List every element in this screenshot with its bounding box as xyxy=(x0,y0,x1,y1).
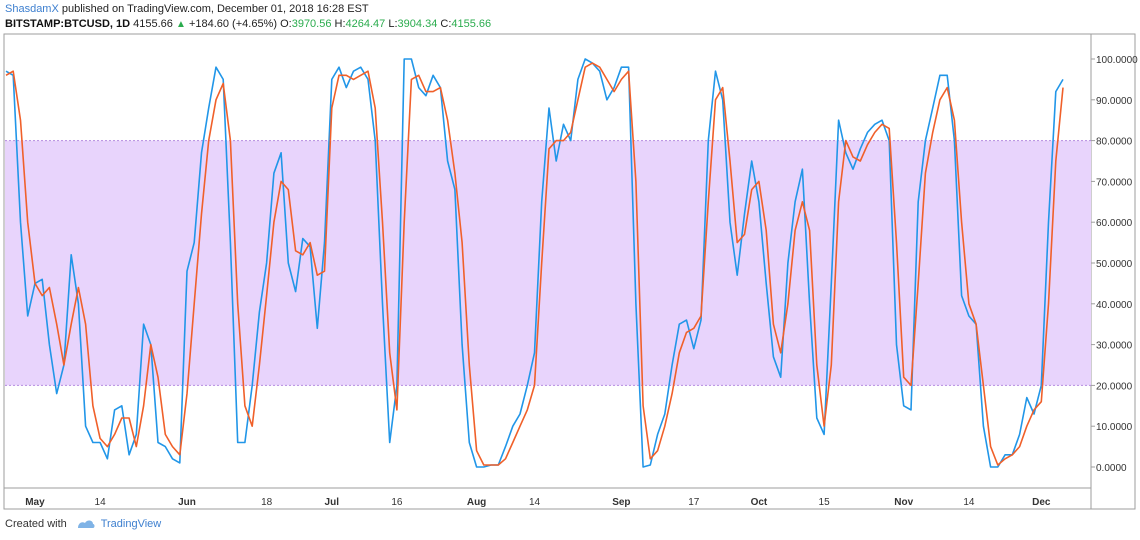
low-value: 3904.34 xyxy=(397,18,438,30)
publish-info: published on TradingView.com, December 0… xyxy=(61,3,369,15)
close-value: 4155.66 xyxy=(451,18,492,30)
created-with-text: Created with xyxy=(5,518,67,530)
x-tick-label: Jul xyxy=(325,497,340,508)
x-tick-label: Jun xyxy=(178,497,196,508)
y-tick-label: 0.0000 xyxy=(1096,463,1127,474)
x-tick-label: Aug xyxy=(467,497,486,508)
ohlc-legend: BITSTAMP:BTCUSD, 1D 4155.66 ▲ +184.60 (+… xyxy=(5,17,1135,32)
up-arrow-icon: ▲ xyxy=(175,19,186,30)
y-tick-label: 30.0000 xyxy=(1096,341,1133,352)
publish-line: ShasdamX published on TradingView.com, D… xyxy=(5,2,1135,17)
x-tick-label: Dec xyxy=(1032,497,1051,508)
x-tick-label: 18 xyxy=(261,497,273,508)
x-tick-label: 17 xyxy=(688,497,700,508)
y-tick-label: 40.0000 xyxy=(1096,300,1133,311)
x-tick-label: 14 xyxy=(95,497,107,508)
y-tick-label: 60.0000 xyxy=(1096,218,1133,229)
tradingview-link[interactable]: TradingView xyxy=(100,518,162,530)
y-tick-label: 50.0000 xyxy=(1096,259,1133,270)
y-tick-label: 80.0000 xyxy=(1096,137,1133,148)
stochastic-chart[interactable]: 0.0000 10.0000 20.0000 30.0000 40.0000 50.000… xyxy=(0,33,1140,510)
x-tick-label: 15 xyxy=(819,497,831,508)
price-axis-labels: 0.0000 10.0000 20.0000 30.0000 40.0000 50.000… xyxy=(1091,55,1138,474)
y-tick-label: 20.0000 xyxy=(1096,381,1133,392)
close-label: C: xyxy=(440,18,452,30)
x-tick-label: 14 xyxy=(529,497,541,508)
high-value: 4264.47 xyxy=(345,18,386,30)
k-line-series xyxy=(5,58,1064,468)
chart-header: ShasdamX published on TradingView.com, D… xyxy=(5,2,1135,32)
price-change: +184.60 (+4.65%) xyxy=(188,18,278,30)
x-tick-label: Oct xyxy=(751,497,768,508)
x-tick-label: May xyxy=(25,497,45,508)
overbought-oversold-band xyxy=(5,140,1091,386)
symbol-label[interactable]: BITSTAMP:BTCUSD, 1D xyxy=(5,18,131,30)
author-link[interactable]: ShasdamX xyxy=(5,3,59,15)
high-label: H: xyxy=(334,18,346,30)
y-tick-label: 100.0000 xyxy=(1096,55,1138,66)
y-tick-label: 70.0000 xyxy=(1096,177,1133,188)
footer: Created with TradingView xyxy=(5,518,161,530)
tradingview-logo-icon xyxy=(77,520,95,529)
last-price: 4155.66 xyxy=(133,18,173,30)
d-line-series xyxy=(5,62,1064,466)
y-tick-label: 10.0000 xyxy=(1096,422,1133,433)
low-label: L: xyxy=(388,18,398,30)
chart-frame xyxy=(3,33,1136,510)
open-label: O: xyxy=(280,18,292,30)
x-tick-label: 14 xyxy=(963,497,975,508)
x-tick-label: Sep xyxy=(612,497,630,508)
time-axis-labels: May 14 Jun 18 Jul 16 Aug 14 Sep 17 Oct 15 Nov 14 Dec xyxy=(25,497,1051,508)
open-value: 3970.56 xyxy=(291,18,332,30)
x-tick-label: Nov xyxy=(894,497,913,508)
y-tick-label: 90.0000 xyxy=(1096,96,1133,107)
x-tick-label: 16 xyxy=(391,497,403,508)
